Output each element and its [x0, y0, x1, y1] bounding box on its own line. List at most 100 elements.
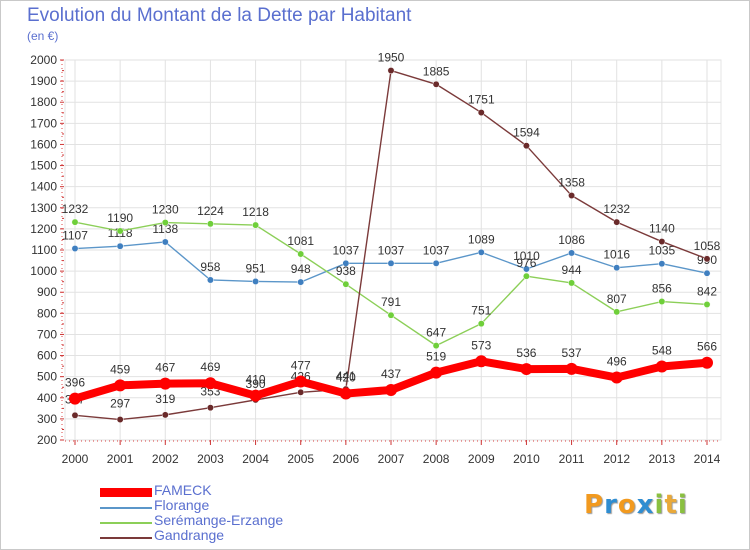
legend-label: Gandrange — [154, 527, 225, 543]
y-tick-label: 500 — [37, 370, 57, 384]
y-tick-label: 1100 — [31, 243, 57, 257]
data-point-florange — [71, 245, 79, 252]
logo-letter: x — [636, 490, 655, 520]
y-tick-label: 300 — [37, 412, 57, 426]
data-point-seremange-erzange — [116, 227, 124, 235]
x-tick-label: 2014 — [694, 452, 721, 466]
data-label-fameck: 469 — [200, 360, 220, 374]
data-point-seremange-erzange — [658, 298, 666, 305]
data-point-florange — [116, 242, 124, 250]
legend-label: Florange — [154, 497, 210, 513]
data-label-fameck: 519 — [426, 350, 446, 364]
y-tick-label: 1800 — [30, 95, 57, 109]
data-point-seremange-erzange — [206, 220, 214, 228]
logo-letter: i — [677, 490, 688, 520]
x-tick-label: 2004 — [242, 452, 269, 466]
data-label-seremange-erzange: 1218 — [242, 205, 269, 219]
data-point-seremange-erzange — [342, 280, 350, 288]
data-point-seremange-erzange — [613, 308, 621, 316]
data-label-gandrange: 1358 — [558, 176, 585, 190]
data-point-florange — [522, 265, 530, 273]
data-label-gandrange: 1594 — [513, 126, 540, 140]
data-label-florange: 958 — [200, 260, 220, 274]
y-tick-label: 1600 — [30, 137, 57, 151]
data-point-seremange-erzange — [297, 250, 305, 258]
y-tick-label: 900 — [37, 285, 57, 299]
legend-swatch — [100, 537, 152, 539]
data-point-fameck — [565, 362, 578, 375]
logo-letter: P — [584, 490, 605, 520]
legend-swatch — [100, 507, 152, 509]
data-label-seremange-erzange: 1232 — [62, 202, 89, 216]
data-label-seremange-erzange: 807 — [607, 292, 627, 306]
data-label-gandrange: 1140 — [649, 222, 675, 236]
y-tick-label: 600 — [37, 349, 57, 363]
x-tick-label: 2006 — [333, 452, 360, 466]
data-label-seremange-erzange: 842 — [697, 284, 717, 298]
chart-title: Evolution du Montant de la Dette par Hab… — [27, 5, 412, 26]
data-point-florange — [252, 278, 260, 285]
data-point-seremange-erzange — [387, 311, 395, 319]
data-label-gandrange: 1058 — [694, 239, 721, 253]
data-label-seremange-erzange: 944 — [562, 263, 582, 277]
data-point-florange — [206, 276, 214, 284]
data-point-seremange-erzange — [703, 301, 711, 308]
data-label-seremange-erzange: 791 — [381, 295, 401, 309]
y-tick-label: 1400 — [30, 180, 57, 194]
data-point-fameck — [294, 375, 307, 388]
data-point-fameck — [204, 377, 217, 390]
data-point-fameck — [114, 379, 127, 392]
data-label-fameck: 477 — [291, 359, 311, 373]
data-label-florange: 1107 — [62, 229, 88, 243]
y-tick-label: 2000 — [30, 53, 57, 67]
data-label-gandrange: 390 — [246, 377, 266, 391]
data-point-gandrange — [477, 109, 485, 117]
data-label-florange: 1037 — [423, 243, 450, 257]
data-label-fameck: 437 — [381, 367, 401, 381]
x-tick-label: 2000 — [62, 452, 89, 466]
data-label-seremange-erzange: 1081 — [287, 234, 314, 248]
data-label-gandrange: 1885 — [423, 64, 450, 78]
logo-letter: r — [604, 490, 618, 520]
x-tick-label: 2011 — [559, 452, 585, 466]
data-point-gandrange — [161, 411, 169, 419]
data-label-fameck: 548 — [652, 344, 672, 358]
data-label-fameck: 566 — [697, 340, 717, 354]
data-point-florange — [297, 278, 305, 286]
data-point-seremange-erzange — [432, 342, 440, 350]
legend-label: FAMECK — [154, 482, 212, 498]
data-label-seremange-erzange: 751 — [471, 304, 491, 318]
data-label-gandrange: 1950 — [378, 51, 405, 65]
data-point-florange — [432, 259, 440, 267]
data-point-gandrange — [116, 416, 124, 423]
x-tick-label: 2002 — [152, 452, 179, 466]
data-point-fameck — [249, 389, 262, 402]
data-point-fameck — [701, 356, 713, 369]
y-tick-label: 1500 — [30, 159, 57, 173]
data-point-florange — [658, 260, 666, 268]
data-label-fameck: 467 — [155, 361, 175, 375]
y-tick-label: 400 — [37, 391, 57, 405]
data-point-fameck — [385, 383, 397, 396]
x-tick-label: 2010 — [513, 452, 540, 466]
data-point-fameck — [475, 355, 488, 368]
data-label-florange: 1037 — [333, 243, 360, 257]
y-tick-label: 200 — [37, 433, 57, 447]
data-label-florange: 951 — [246, 261, 266, 275]
data-label-gandrange: 319 — [155, 392, 175, 406]
x-tick-label: 2007 — [378, 452, 405, 466]
logo-letter: t — [664, 490, 678, 520]
data-label-florange: 1086 — [558, 233, 585, 247]
data-point-florange — [161, 238, 169, 246]
data-point-florange — [703, 269, 711, 277]
y-tick-label: 1300 — [30, 201, 57, 215]
data-label-seremange-erzange: 647 — [426, 326, 446, 340]
legend-swatch — [100, 522, 152, 524]
data-label-seremange-erzange: 1190 — [107, 211, 133, 225]
data-label-fameck: 537 — [562, 346, 582, 360]
logo-letter: o — [617, 490, 637, 520]
x-tick-label: 2009 — [468, 452, 495, 466]
data-label-gandrange: 441 — [336, 369, 356, 383]
data-point-fameck — [69, 392, 81, 405]
